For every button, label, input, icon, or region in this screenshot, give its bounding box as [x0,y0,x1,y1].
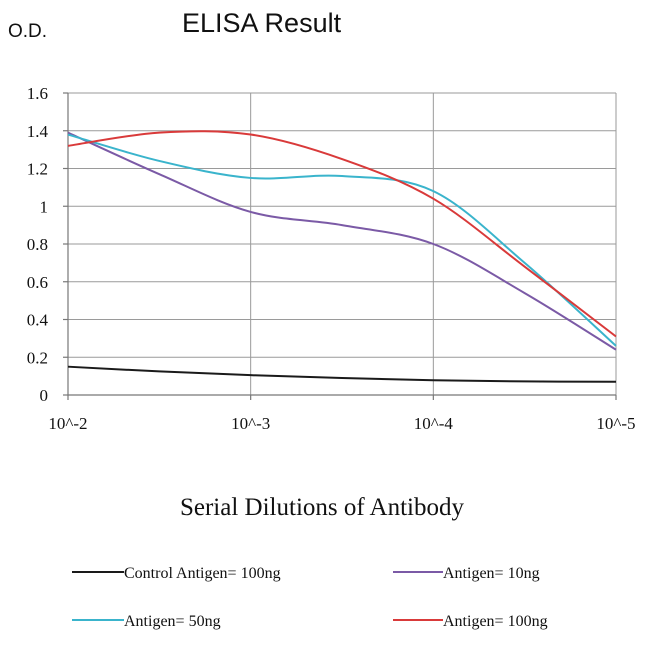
series-line-control-antigen-100ng [67,365,617,383]
legend-label: Antigen= 10ng [443,565,540,582]
series-line-antigen-50ng [67,133,617,347]
y-tick-label: 1 [40,197,49,216]
y-tick-label: 0.8 [27,235,48,254]
y-axis-label: O.D. [8,21,47,42]
legend: Control Antigen= 100ng Antigen= 10ng Antig… [72,565,548,630]
y-tick-label: 1.4 [27,122,49,141]
x-tick-label: 10^-2 [48,414,87,433]
legend-label: Antigen= 100ng [443,613,548,630]
legend-label: Control Antigen= 100ng [124,565,281,582]
series-line-antigen-100ng [67,130,617,338]
y-tick-label: 0.6 [27,273,48,292]
axes [63,92,617,400]
y-tick-label: 0.4 [27,311,49,330]
gridlines [68,92,617,395]
x-tick-label: 10^-3 [231,414,270,433]
x-tick-label: 10^-5 [596,414,635,433]
y-tick-label: 1.2 [27,160,48,179]
y-tick-label: 1.6 [27,84,48,103]
legend-label: Antigen= 50ng [124,613,221,630]
y-tick-labels: 0 0.2 0.4 0.6 0.8 1 1.2 1.4 1.6 [27,84,49,405]
y-tick-label: 0.2 [27,348,48,367]
series-lines [67,130,617,383]
chart-title: ELISA Result [182,8,342,38]
x-axis-label: Serial Dilutions of Antibody [180,494,465,521]
x-tick-label: 10^-4 [414,414,454,433]
y-tick-label: 0 [40,386,49,405]
x-tick-labels: 10^-2 10^-3 10^-4 10^-5 [48,414,635,433]
series-line-antigen-10ng [67,131,617,351]
